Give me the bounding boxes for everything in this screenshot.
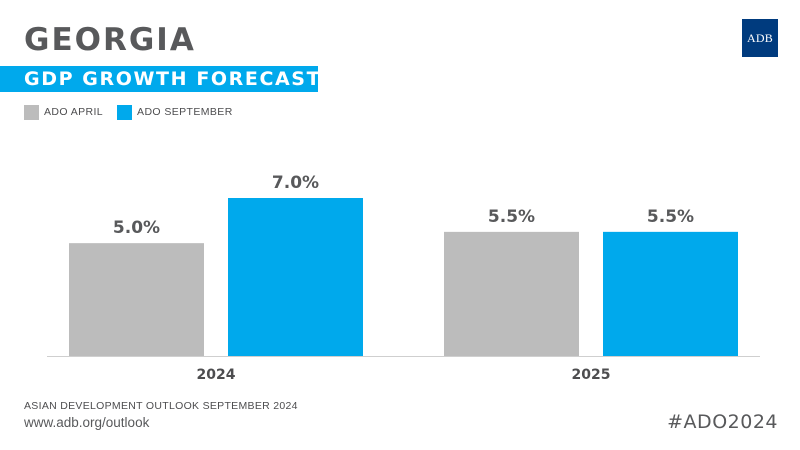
x-tick-label-2024: 2024	[197, 367, 236, 383]
chart-subtitle: GDP GROWTH FORECAST	[24, 68, 322, 90]
data-label-2024-september: 7.0%	[272, 173, 319, 193]
data-label-2025-september: 5.5%	[647, 207, 694, 227]
legend-label: ADO APRIL	[44, 106, 104, 118]
data-label-2025-april: 5.5%	[488, 207, 535, 227]
bar-ado-april-2024	[69, 243, 204, 356]
data-label-2024-april: 5.0%	[113, 218, 160, 238]
bar-ado-april-2025	[444, 231, 579, 356]
adb-logo: ADB	[742, 19, 778, 57]
source-url: www.adb.org/outlook	[24, 415, 150, 430]
bar-ado-september-2024	[228, 198, 363, 356]
legend-item-ado-april: ADO APRIL	[24, 104, 104, 120]
legend-swatch-gray	[24, 104, 39, 120]
legend-swatch-blue	[117, 104, 133, 120]
subtitle-banner: GDP GROWTH FORECAST	[0, 66, 322, 92]
hashtag: #ADO2024	[667, 411, 778, 433]
chart-legend: ADO APRIL ADO SEPTEMBER	[24, 104, 247, 120]
bar-ado-september-2025	[603, 231, 738, 356]
country-title: GEORGIA	[24, 22, 196, 58]
legend-label: ADO SEPTEMBER	[137, 106, 233, 118]
x-tick-label-2025: 2025	[572, 367, 611, 383]
legend-item-ado-september: ADO SEPTEMBER	[117, 104, 233, 120]
source-note: ASIAN DEVELOPMENT OUTLOOK SEPTEMBER 2024	[24, 400, 298, 412]
